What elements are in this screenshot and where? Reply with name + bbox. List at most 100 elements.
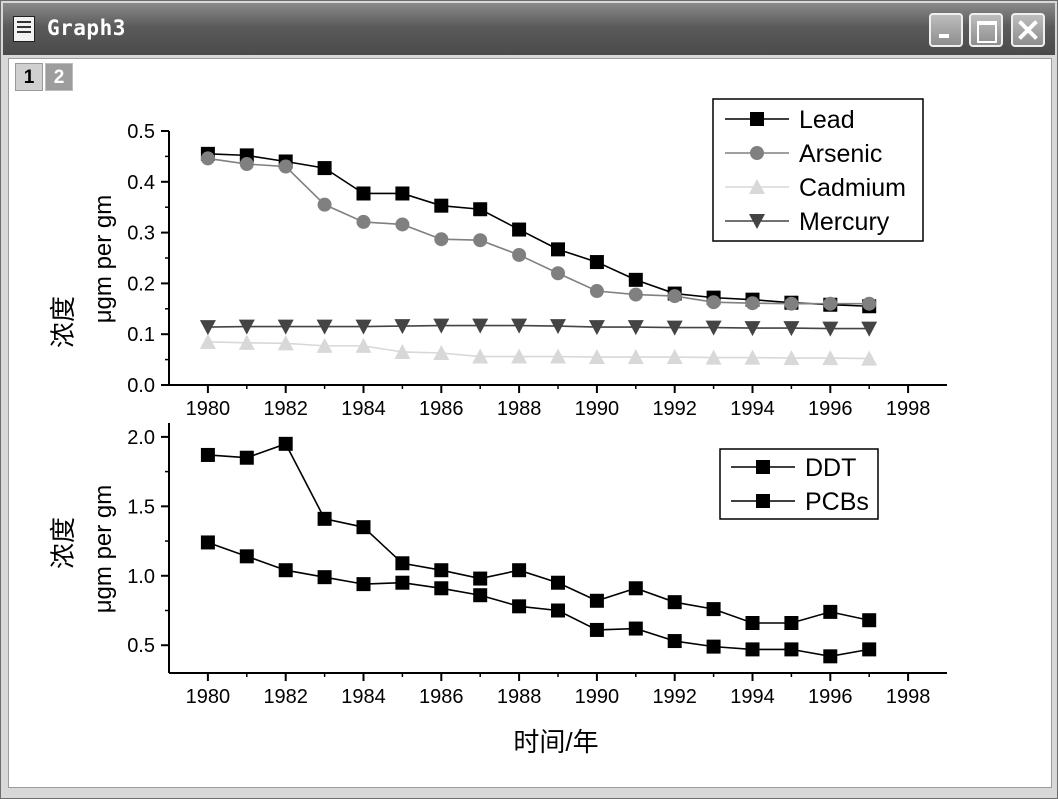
series-ddt-point [784, 616, 799, 630]
series-ddt-point [823, 604, 838, 619]
legend-item-pcbs[interactable]: PCBs [731, 488, 869, 516]
series-cadmium-point [705, 349, 722, 365]
legend-arsenic-label: Arsenic [799, 140, 882, 168]
series-mercury[interactable] [199, 318, 878, 337]
bottom-chart[interactable]: 1980 1982 1984 1986 1988 1990 1992 1994 1996 1998… [48, 423, 947, 757]
series-arsenic-point [512, 247, 527, 262]
series-pcbs-point [551, 603, 565, 618]
graph-window-icon[interactable] [13, 16, 35, 42]
series-pcbs-point [667, 634, 682, 649]
maximize-button[interactable] [969, 13, 1003, 47]
series-lead-point [628, 272, 643, 287]
series-arsenic-point [278, 159, 293, 174]
series-ddt-point [434, 563, 449, 578]
series-cadmium-point [511, 348, 528, 364]
series-lead-point [434, 198, 449, 213]
top-y-tick-label: 0.3 [127, 223, 155, 245]
series-arsenic-point [395, 217, 410, 232]
series-mercury-point [511, 318, 528, 334]
series-pcbs-point [434, 581, 449, 596]
series-cadmium[interactable] [199, 333, 878, 366]
top-x-tick-label: 1984 [341, 398, 386, 420]
series-mercury-line [207, 324, 870, 330]
legend-ddt-label: DDT [805, 454, 856, 482]
series-mercury-point [666, 320, 683, 336]
series-lead-point [589, 255, 604, 270]
top-x-tick-label: 1998 [886, 398, 931, 420]
bottom-legend[interactable]: DDT PCBs [719, 448, 879, 520]
legend-item-lead[interactable]: Lead [725, 106, 855, 134]
series-arsenic-point [473, 233, 488, 248]
series-cadmium-point [588, 349, 605, 365]
series-mercury-point [316, 319, 333, 335]
series-ddt-point [862, 613, 877, 628]
legend-lead-label: Lead [799, 106, 855, 134]
series-cadmium-point [355, 337, 372, 353]
bottom-y-axis-label-chinese: 浓度 [48, 517, 78, 569]
minimize-button[interactable] [929, 13, 963, 47]
top-y-tick-label: 0.2 [127, 273, 155, 295]
top-x-tick-label: 1986 [419, 398, 464, 420]
series-pcbs[interactable] [200, 535, 877, 664]
series-cadmium-point [861, 350, 878, 366]
bottom-x-axis-label: 时间/年 [513, 727, 598, 757]
series-cadmium-point [238, 334, 255, 350]
series-arsenic-point [434, 232, 449, 247]
legend-item-cadmium[interactable]: Cadmium [725, 174, 906, 202]
top-y-axis-label-chinese: 浓度 [48, 296, 78, 348]
legend-cadmium-label: Cadmium [799, 174, 906, 202]
layer-tab-2[interactable]: 2 [45, 63, 73, 91]
bottom-x-tick-label: 1996 [808, 686, 853, 708]
series-ddt-point [317, 511, 332, 526]
top-x-tick-label: 1994 [730, 398, 775, 420]
bottom-y-tick-label: 1.5 [127, 496, 155, 518]
bottom-legend-box [719, 448, 879, 520]
series-mercury-point [238, 319, 255, 335]
series-mercury-point [355, 319, 372, 335]
top-legend[interactable]: Lead Arsenic Cadmium Mercury [712, 98, 924, 242]
series-ddt-point [239, 450, 254, 465]
top-y-tick-label: 0.5 [127, 121, 155, 143]
bottom-y-tick-label: 1.0 [127, 566, 155, 588]
series-mercury-point [705, 320, 722, 336]
top-x-tick-label: 1992 [652, 398, 697, 420]
graph-page: 1 2 1980 1982 1984 1986 1988 1990 1992 1994 1996… [8, 58, 1052, 788]
series-pcbs-point [200, 535, 215, 550]
series-ddt-point [628, 581, 643, 596]
series-arsenic[interactable] [200, 151, 877, 311]
legend-item-ddt[interactable]: DDT [731, 454, 856, 482]
top-y-tick-label: 0.0 [127, 375, 155, 397]
series-pcbs-point [745, 642, 760, 657]
bottom-y-tick-label: 0.5 [127, 635, 155, 657]
series-ddt-point [551, 575, 565, 590]
series-ddt-point [512, 563, 527, 578]
series-cadmium-point [433, 344, 450, 360]
series-arsenic-point [356, 214, 371, 229]
series-lead-point [551, 242, 565, 257]
series-lead-point [473, 202, 488, 217]
series-ddt-point [473, 571, 488, 586]
title-bar[interactable]: Graph3 [3, 3, 1055, 55]
series-cadmium-point [199, 333, 216, 349]
legend-item-arsenic[interactable]: Arsenic [725, 140, 882, 168]
legend-item-mercury[interactable]: Mercury [725, 208, 890, 236]
top-chart[interactable]: 1980 1982 1984 1986 1988 1990 1992 1994 1996 1998… [48, 98, 947, 420]
series-arsenic-point [589, 284, 604, 299]
bottom-y-tick-label: 2.0 [127, 427, 155, 449]
close-button[interactable] [1011, 13, 1045, 47]
series-arsenic-point [317, 197, 332, 212]
layer-tab-1[interactable]: 1 [15, 63, 43, 91]
series-cadmium-point [550, 348, 566, 364]
series-mercury-point [822, 321, 839, 337]
series-ddt-point [200, 447, 215, 462]
legend-pcbs-label: PCBs [805, 488, 869, 516]
legend-mercury-marker [749, 214, 765, 229]
legend-lead-marker [750, 112, 764, 126]
series-cadmium-point [277, 335, 294, 351]
series-pcbs-point [239, 549, 254, 564]
series-ddt[interactable] [200, 436, 877, 630]
top-y-tick-label: 0.1 [127, 324, 155, 346]
bottom-x-tick-label: 1984 [341, 686, 386, 708]
series-ddt-point [395, 556, 410, 571]
